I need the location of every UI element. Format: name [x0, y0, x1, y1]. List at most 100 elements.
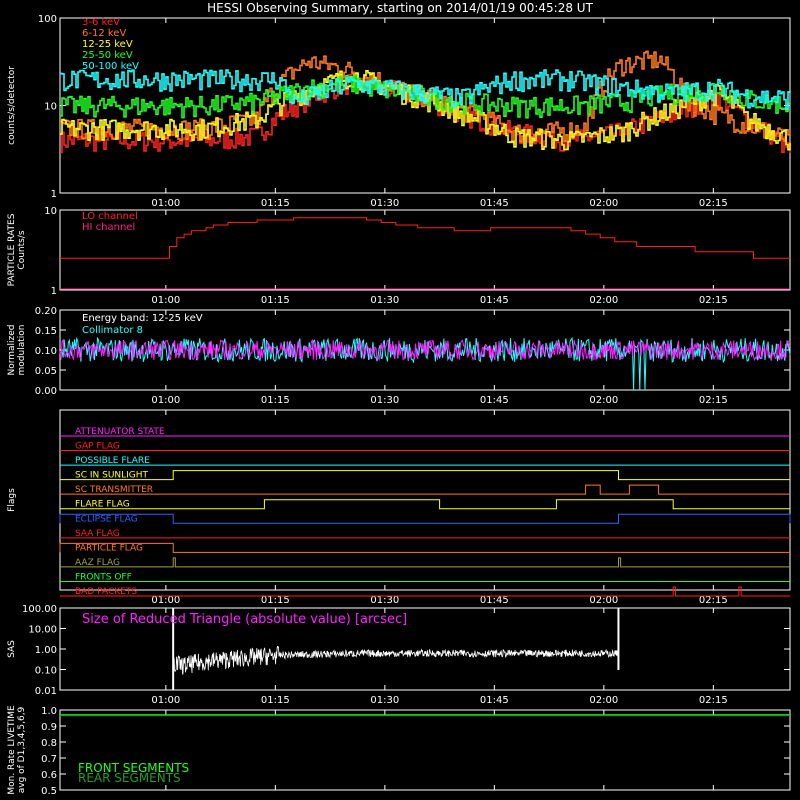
flag-line — [60, 484, 790, 495]
flag-label: FRONTS OFF — [75, 572, 132, 582]
y-tick-label: 100.00 — [22, 604, 57, 615]
x-tick-label: 01:30 — [370, 595, 399, 606]
x-tick-label: 01:15 — [261, 695, 290, 706]
panel-flags: 01:00 01:15 01:30 01:45 02:00 02:15 Flags ATTEN… — [7, 409, 791, 606]
legend-entry: HI channel — [82, 222, 135, 233]
flag-label: ECLIPSE FLAG — [75, 514, 138, 524]
panel-frame — [59, 709, 791, 791]
x-tick-label: 01:45 — [480, 695, 509, 706]
flag-line — [60, 557, 790, 568]
flag-line — [60, 499, 790, 510]
legend-entry: 3-6 keV — [82, 17, 120, 28]
y-axis-label: Flags — [7, 488, 17, 512]
flag-label: AAZ FLAG — [75, 558, 120, 568]
y-tick-label: 10.00 — [28, 625, 57, 636]
x-tick-label: 01:15 — [261, 395, 290, 406]
panel-particle-rates: 01:00 01:15 01:30 01:45 02:00 02:15 1 10 PARTICL… — [7, 206, 791, 306]
y-tick-label: 0.10 — [35, 346, 57, 357]
legend-entry: LO channel — [82, 211, 138, 222]
y-tick-label: 0.8 — [41, 738, 57, 749]
x-tick-label: 01:00 — [151, 695, 180, 706]
flag-line — [60, 586, 790, 597]
flag-label: POSSIBLE FLARE — [75, 456, 150, 466]
legend-entry: FRONT SEGMENTS — [78, 761, 189, 775]
legend-entry: Collimator 8 — [82, 325, 143, 336]
x-tick-label: 01:30 — [370, 198, 399, 209]
legend-entry: 12-25 keV — [82, 39, 133, 50]
panel-sas: 01:00 01:15 01:30 01:45 02:00 02:15 0.01 0.10 1.… — [7, 604, 791, 706]
y-axis-label: Normalized — [7, 324, 17, 375]
x-tick-label: 01:15 — [261, 198, 290, 209]
y-tick-label: 1 — [51, 286, 57, 297]
x-tick-label: 01:00 — [151, 295, 180, 306]
y-axis-label: Counts/s — [17, 230, 27, 269]
flag-label: ATTENUATOR STATE — [75, 427, 165, 437]
legend-entry: 50-100 keV — [82, 61, 139, 72]
series-line — [172, 645, 619, 675]
legend-entry: 6-12 keV — [82, 28, 126, 39]
x-tick-label: 01:45 — [480, 395, 509, 406]
x-tick-label: 01:00 — [151, 595, 180, 606]
panel-frame — [59, 409, 791, 591]
legend-entry: 25-50 keV — [82, 50, 133, 61]
y-tick-label: 0.15 — [35, 326, 57, 337]
y-tick-label: 1.00 — [35, 645, 57, 656]
y-axis-label: PARTICLE RATES — [7, 213, 17, 286]
x-tick-label: 01:00 — [151, 395, 180, 406]
y-tick-label: 100 — [38, 14, 57, 25]
x-tick-label: 02:15 — [699, 695, 728, 706]
panel-modulation: 01:00 01:15 01:30 01:45 02:00 02:15 0.00 0.05 0.… — [7, 306, 791, 406]
y-axis-label: counts/s/detector — [7, 66, 17, 145]
x-tick-label: 02:15 — [699, 395, 728, 406]
y-tick-label: 0.7 — [41, 754, 57, 765]
flag-label: GAP FLAG — [75, 442, 120, 452]
flag-label: PARTICLE FLAG — [75, 543, 143, 553]
panel-count-rates: 01:00 01:15 01:30 01:45 02:00 02:15 1 10 100 coun… — [7, 14, 791, 209]
panels: 01:00 01:15 01:30 01:45 02:00 02:15 1 10 100 coun… — [7, 14, 791, 797]
x-tick-label: 02:00 — [589, 295, 618, 306]
y-tick-label: 0.9 — [41, 722, 57, 733]
x-tick-label: 02:00 — [589, 395, 618, 406]
y-tick-label: 10 — [44, 206, 57, 217]
annotation-text: Size of Reduced Triangle (absolute value… — [82, 612, 407, 627]
y-tick-label: 0.5 — [41, 786, 57, 797]
y-tick-label: 0.20 — [35, 306, 57, 317]
flag-label: FLARE FLAG — [75, 500, 130, 510]
y-tick-label: 0.05 — [35, 366, 57, 377]
x-tick-label: 02:15 — [699, 295, 728, 306]
x-tick-label: 01:00 — [151, 198, 180, 209]
x-tick-label: 02:00 — [589, 695, 618, 706]
flag-label: SC TRANSMITTER — [75, 485, 153, 495]
x-tick-label: 02:15 — [699, 198, 728, 209]
x-tick-label: 01:30 — [370, 295, 399, 306]
y-axis-label: SAS — [7, 640, 17, 658]
series-line — [59, 338, 791, 362]
x-tick-label: 02:00 — [589, 595, 618, 606]
y-tick-label: 1 — [51, 189, 57, 200]
y-tick-label: 0.6 — [41, 770, 57, 781]
y-tick-label: 10 — [44, 102, 57, 113]
y-tick-label: 0.00 — [35, 386, 57, 397]
y-tick-label: 0.10 — [35, 666, 57, 677]
legend-entry: REAR SEGMENTS — [78, 771, 181, 785]
annotation-text: Energy band: 12-25 keV — [82, 313, 203, 324]
y-tick-label: 1.0 — [41, 706, 57, 717]
series-line — [60, 70, 791, 151]
x-tick-label: 01:15 — [261, 595, 290, 606]
flag-label: BAD PACKETS — [75, 587, 137, 597]
y-tick-label: 0.01 — [35, 686, 57, 697]
figure-title: HESSI Observing Summary, starting on 201… — [207, 1, 593, 15]
x-tick-label: 01:30 — [370, 695, 399, 706]
x-tick-label: 01:45 — [480, 295, 509, 306]
x-tick-label: 01:45 — [480, 198, 509, 209]
y-axis-label: Mon. Rate LIVETIME — [7, 705, 17, 795]
x-tick-label: 01:30 — [370, 395, 399, 406]
flag-line — [60, 470, 790, 481]
x-tick-label: 02:15 — [699, 595, 728, 606]
series-line — [60, 69, 791, 111]
x-tick-label: 01:45 — [480, 595, 509, 606]
flag-line — [59, 513, 791, 524]
panel-frame — [59, 209, 791, 291]
flag-label: SAA FLAG — [75, 529, 120, 539]
